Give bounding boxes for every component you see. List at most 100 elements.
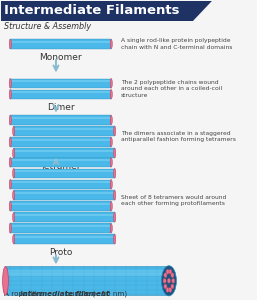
Ellipse shape — [9, 115, 11, 125]
Bar — [10, 202, 111, 211]
Ellipse shape — [13, 212, 15, 222]
Ellipse shape — [13, 190, 15, 200]
Bar — [14, 234, 115, 244]
Text: Monomer: Monomer — [40, 53, 82, 62]
Bar — [14, 212, 115, 222]
Ellipse shape — [13, 148, 15, 158]
Bar — [10, 179, 111, 189]
Text: A rope-like: A rope-like — [4, 291, 45, 297]
Text: The 2 polypeptide chains wound
around each other in a coiled-coil
structure: The 2 polypeptide chains wound around ea… — [121, 80, 222, 98]
Ellipse shape — [110, 115, 112, 125]
Ellipse shape — [110, 202, 112, 211]
Ellipse shape — [171, 284, 174, 289]
Bar — [5, 270, 169, 277]
Bar — [14, 134, 115, 136]
Text: intermediate filament: intermediate filament — [20, 291, 109, 297]
Bar — [5, 266, 169, 295]
Ellipse shape — [110, 39, 112, 49]
Bar — [10, 47, 111, 49]
Bar — [10, 98, 111, 99]
Ellipse shape — [9, 179, 11, 189]
Bar — [14, 170, 115, 172]
Ellipse shape — [9, 39, 11, 49]
Ellipse shape — [9, 224, 11, 233]
Bar — [14, 220, 115, 222]
Bar — [10, 139, 111, 141]
Bar — [14, 150, 115, 152]
Ellipse shape — [169, 269, 172, 274]
Ellipse shape — [9, 89, 11, 99]
Bar — [10, 158, 111, 167]
Ellipse shape — [9, 158, 11, 167]
Ellipse shape — [110, 89, 112, 99]
Bar — [14, 126, 115, 136]
Bar — [14, 128, 115, 130]
Text: bundle (~10 nm): bundle (~10 nm) — [63, 291, 127, 297]
Bar — [10, 39, 111, 49]
Bar — [10, 117, 111, 119]
Ellipse shape — [167, 278, 170, 283]
Bar — [10, 87, 111, 88]
Bar — [10, 159, 111, 161]
Bar — [14, 148, 115, 158]
Bar — [14, 169, 115, 178]
FancyBboxPatch shape — [1, 1, 241, 21]
Bar — [14, 199, 115, 200]
Bar — [14, 192, 115, 194]
Bar — [10, 79, 111, 88]
Bar — [10, 225, 111, 227]
Ellipse shape — [110, 179, 112, 189]
Ellipse shape — [110, 137, 112, 147]
Bar — [10, 80, 111, 82]
Ellipse shape — [161, 266, 176, 296]
Bar — [10, 115, 111, 125]
Ellipse shape — [114, 190, 116, 200]
Bar — [10, 181, 111, 183]
Ellipse shape — [13, 234, 15, 244]
Bar — [10, 40, 111, 43]
Bar — [14, 214, 115, 216]
Ellipse shape — [114, 169, 116, 178]
Text: Sheet of 8 tetramers would around
each other forming protofilaments: Sheet of 8 tetramers would around each o… — [121, 195, 226, 206]
Bar — [14, 190, 115, 200]
Bar — [10, 91, 111, 93]
Ellipse shape — [110, 224, 112, 233]
Ellipse shape — [9, 137, 11, 147]
Text: The dimers associate in a staggered
antiparallel fashion forming tetramers: The dimers associate in a staggered anti… — [121, 131, 236, 142]
Ellipse shape — [114, 126, 116, 136]
Ellipse shape — [9, 202, 11, 211]
Ellipse shape — [114, 234, 116, 244]
Bar — [14, 243, 115, 244]
Ellipse shape — [164, 273, 167, 278]
Ellipse shape — [9, 79, 11, 88]
Bar — [10, 137, 111, 147]
Bar — [10, 188, 111, 189]
Text: Intermediate Filaments: Intermediate Filaments — [4, 4, 180, 17]
Bar — [14, 177, 115, 178]
Ellipse shape — [13, 169, 15, 178]
Bar — [10, 166, 111, 167]
Bar — [14, 236, 115, 238]
Ellipse shape — [171, 273, 174, 278]
Bar — [10, 146, 111, 147]
Ellipse shape — [164, 284, 167, 289]
Ellipse shape — [172, 278, 175, 283]
Ellipse shape — [110, 158, 112, 167]
Ellipse shape — [114, 212, 116, 222]
Bar — [10, 224, 111, 233]
Bar — [14, 156, 115, 158]
Ellipse shape — [13, 126, 15, 136]
Ellipse shape — [114, 148, 116, 158]
Bar — [10, 89, 111, 99]
Ellipse shape — [169, 287, 172, 292]
Bar — [10, 232, 111, 233]
Ellipse shape — [110, 79, 112, 88]
Text: Proto: Proto — [49, 248, 72, 257]
Text: Structure & Assembly: Structure & Assembly — [4, 22, 91, 31]
Bar — [10, 210, 111, 211]
Polygon shape — [193, 1, 241, 21]
Bar — [10, 203, 111, 205]
Ellipse shape — [166, 269, 169, 274]
Text: Tetramer: Tetramer — [41, 162, 81, 171]
Text: Dimer: Dimer — [47, 103, 75, 112]
